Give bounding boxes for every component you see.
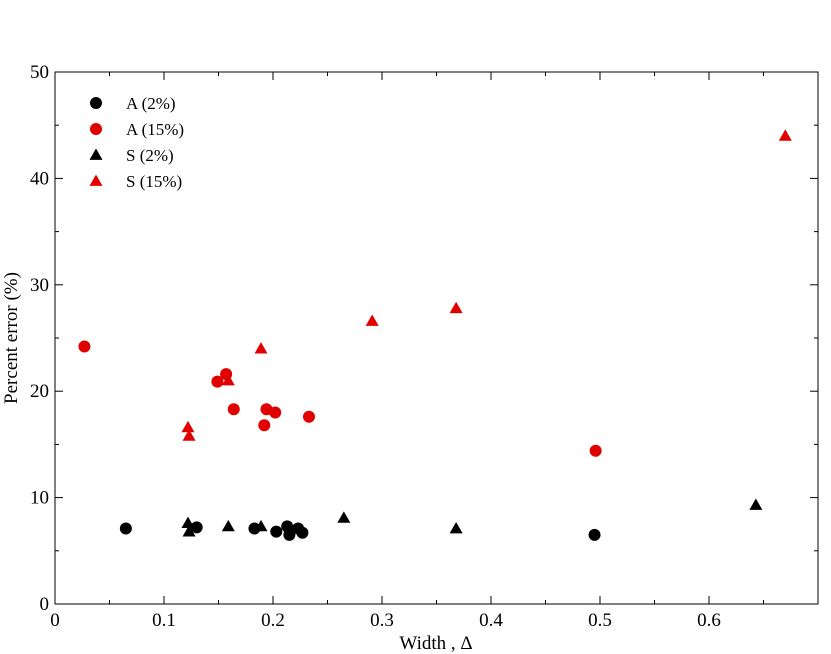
legend-label: S (15%): [126, 172, 182, 191]
x-tick-label: 0.2: [261, 610, 285, 631]
x-tick-label: 0.1: [152, 610, 176, 631]
data-point: [221, 374, 235, 386]
data-point: [337, 511, 351, 523]
data-point: [365, 314, 379, 326]
x-tick-label: 0.6: [697, 610, 721, 631]
data-point: [269, 406, 282, 419]
legend-marker: [90, 97, 102, 109]
series-3: [181, 129, 792, 441]
data-point: [449, 301, 463, 314]
legend-marker: [90, 123, 102, 135]
data-point: [181, 516, 195, 529]
data-point: [254, 519, 268, 532]
data-point: [270, 525, 283, 538]
data-points: [78, 129, 792, 541]
data-point: [302, 410, 315, 423]
data-point: [211, 375, 224, 388]
data-point: [258, 419, 271, 432]
series-2: [181, 498, 763, 537]
y-axis-label: Percent error (%): [1, 272, 22, 404]
y-tick-label: 50: [30, 62, 49, 83]
data-point: [227, 403, 240, 416]
x-tick-label: 0: [50, 610, 60, 631]
data-point: [221, 519, 235, 532]
data-point: [778, 129, 792, 141]
data-point: [182, 429, 196, 441]
data-point: [190, 521, 203, 534]
legend-label: A (2%): [126, 94, 176, 113]
x-tick-label: 0.3: [370, 610, 394, 631]
legend-marker: [89, 174, 103, 186]
data-point: [119, 522, 132, 535]
data-point: [78, 340, 91, 353]
data-point: [449, 521, 463, 534]
data-point: [254, 342, 268, 354]
legend: A (2%) A (15%) S (2%) S (15%): [89, 94, 184, 191]
data-point: [749, 498, 763, 510]
data-point: [248, 522, 261, 535]
series-0: [119, 520, 601, 541]
data-point: [588, 528, 601, 541]
y-tick-label: 20: [30, 381, 49, 402]
y-tick-label: 40: [30, 168, 49, 189]
y-tick-label: 0: [40, 594, 50, 615]
data-point: [283, 528, 296, 541]
legend-label: S (2%): [126, 146, 174, 165]
data-point: [181, 420, 195, 433]
data-point: [296, 526, 309, 539]
data-point: [182, 525, 196, 537]
x-tick-label: 0.5: [588, 610, 612, 631]
axis-ticks: [54, 71, 819, 605]
legend-marker: [89, 148, 103, 160]
y-tick-label: 30: [30, 275, 49, 296]
axis-tick-labels: 0 0.1 0.2 0.3 0.4 0.5 0.6 0 10 20 30 40 50: [30, 62, 721, 631]
data-point: [589, 444, 602, 457]
x-tick-label: 0.4: [479, 610, 503, 631]
y-tick-label: 10: [30, 488, 49, 509]
x-axis-label: Width , Δ: [399, 633, 472, 654]
legend-label: A (15%): [126, 120, 184, 139]
series-1: [78, 340, 602, 457]
